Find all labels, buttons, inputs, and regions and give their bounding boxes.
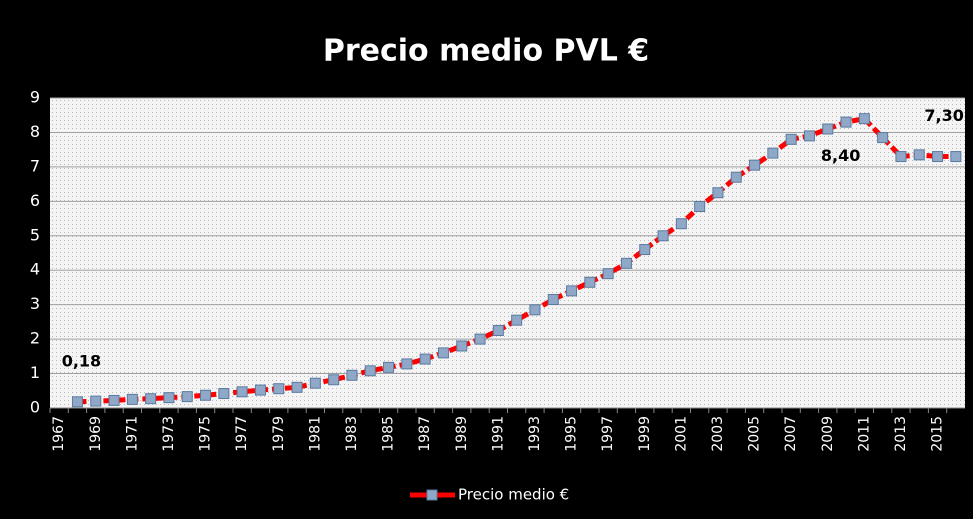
marker: [730, 171, 742, 183]
plot-area: [50, 98, 965, 408]
marker: [181, 391, 193, 403]
x-tick-label: 1999: [637, 416, 653, 452]
marker: [785, 133, 797, 145]
marker: [90, 395, 102, 407]
marker: [584, 276, 596, 288]
x-tick-label: 2011: [856, 416, 872, 452]
marker: [620, 257, 632, 269]
marker: [273, 383, 285, 395]
data-label: 0,18: [62, 351, 101, 370]
x-tick-label: 2005: [747, 416, 763, 452]
x-tick-label: 2001: [673, 416, 689, 452]
x-tick-label: 1991: [490, 416, 506, 452]
marker: [492, 325, 504, 336]
x-tick-label: 1969: [88, 416, 104, 452]
x-tick-label: 2003: [710, 416, 726, 452]
marker: [840, 116, 852, 128]
marker: [803, 130, 815, 142]
marker: [694, 201, 706, 212]
marker: [950, 151, 962, 163]
x-tick-label: 1993: [527, 416, 543, 452]
marker: [383, 361, 395, 373]
y-tick-label: 0: [30, 398, 40, 417]
marker: [529, 304, 541, 316]
y-tick-label: 9: [30, 88, 40, 107]
marker: [401, 358, 413, 370]
y-tick-label: 4: [30, 260, 40, 279]
y-tick-label: 6: [30, 191, 40, 210]
y-tick-label: 5: [30, 225, 40, 244]
y-tick-label: 7: [30, 156, 40, 175]
marker: [309, 377, 321, 389]
marker: [712, 187, 724, 199]
x-tick-label: 1981: [307, 416, 323, 452]
x-tick-label: 1971: [124, 416, 140, 452]
x-tick-label: 1995: [564, 416, 580, 452]
x-tick-label: 2015: [930, 416, 946, 452]
y-tick-label: 3: [30, 294, 40, 313]
marker: [895, 151, 907, 163]
data-label: 8,40: [821, 146, 860, 165]
marker: [71, 396, 83, 408]
legend-label: Precio medio €: [458, 486, 569, 504]
x-tick-label: 2013: [893, 416, 909, 452]
x-tick-label: 1997: [600, 416, 616, 452]
y-tick-label: 2: [30, 329, 40, 348]
data-label: 7,30: [924, 106, 963, 125]
marker: [913, 149, 925, 161]
y-tick-label: 1: [30, 363, 40, 382]
marker: [639, 244, 651, 256]
marker: [566, 285, 578, 297]
marker: [547, 294, 559, 305]
marker: [749, 159, 761, 171]
marker: [254, 384, 266, 396]
marker: [657, 230, 669, 242]
marker: [932, 151, 944, 163]
y-tick-label: 8: [30, 122, 40, 141]
marker: [328, 374, 340, 386]
marker: [675, 218, 687, 230]
marker: [145, 393, 157, 405]
marker: [822, 123, 834, 135]
x-tick-label: 1967: [51, 416, 67, 452]
marker: [218, 388, 230, 400]
marker: [163, 392, 175, 404]
x-tick-label: 1979: [271, 416, 287, 452]
x-tick-label: 1985: [381, 416, 397, 452]
x-tick-label: 1989: [454, 416, 470, 452]
x-tick-label: 1987: [417, 416, 433, 452]
x-tick-label: 1973: [161, 416, 177, 452]
marker: [126, 393, 138, 405]
marker: [456, 340, 468, 352]
marker: [877, 132, 889, 144]
chart-title: Precio medio PVL €: [323, 34, 649, 69]
legend-marker: [426, 489, 438, 501]
marker: [108, 394, 120, 406]
x-tick-label: 2007: [783, 416, 799, 452]
marker: [474, 333, 486, 345]
marker: [291, 381, 303, 393]
x-tick-label: 1977: [234, 416, 250, 452]
x-tick-label: 1975: [198, 416, 214, 452]
marker: [200, 389, 212, 401]
x-tick-label: 2009: [820, 416, 836, 452]
marker: [346, 369, 358, 381]
marker: [236, 386, 248, 398]
marker: [858, 113, 870, 125]
marker: [511, 314, 523, 326]
marker: [767, 147, 779, 159]
marker: [419, 353, 431, 365]
marker: [364, 365, 376, 377]
marker: [437, 347, 449, 359]
marker: [602, 268, 614, 280]
x-tick-label: 1983: [344, 416, 360, 452]
